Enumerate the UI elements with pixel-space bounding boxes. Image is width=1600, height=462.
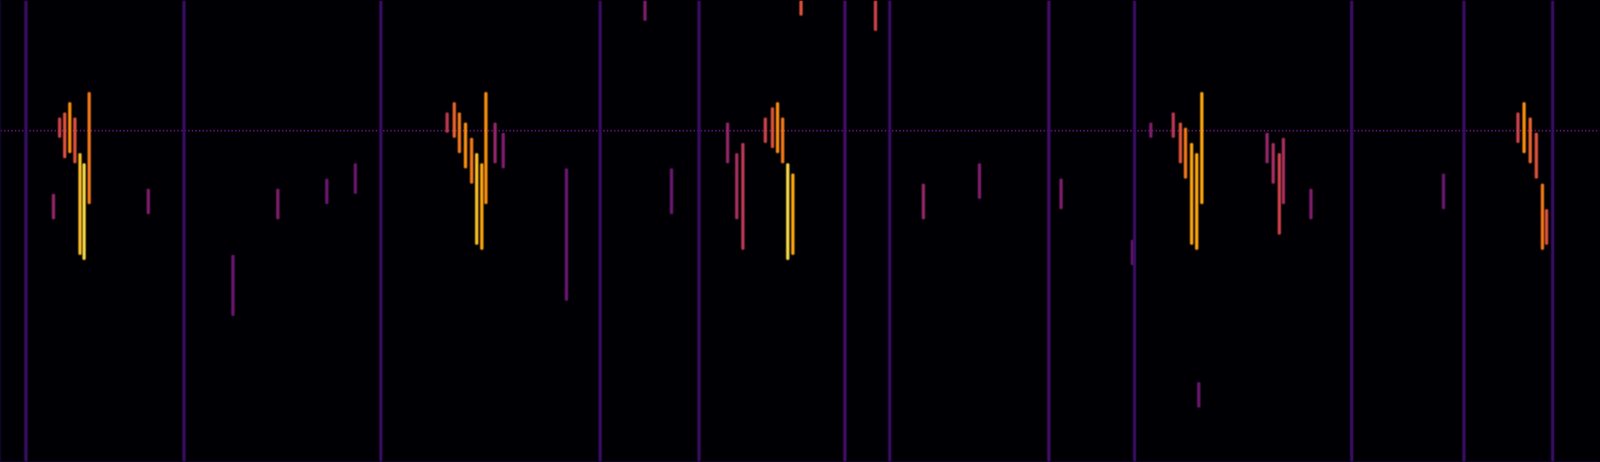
call-streak <box>1132 0 1137 462</box>
call-streak <box>63 112 67 159</box>
call-streak <box>1516 112 1520 144</box>
call-streak <box>1183 127 1188 179</box>
call-streak <box>51 194 56 220</box>
call-streak <box>598 0 602 462</box>
call-streak <box>475 153 479 246</box>
call-streak <box>182 0 186 462</box>
call-streak <box>726 122 730 164</box>
call-streak <box>68 102 72 154</box>
call-streak <box>87 92 91 204</box>
call-streak <box>770 107 774 148</box>
call-streak <box>1149 122 1153 139</box>
call-streak <box>1271 143 1275 184</box>
call-streak <box>480 163 484 250</box>
call-streak <box>776 102 780 154</box>
call-streak <box>1171 112 1175 138</box>
call-streak <box>1200 92 1204 204</box>
marks <box>0 0 1600 462</box>
call-streak <box>791 173 795 256</box>
call-streak <box>1189 143 1194 246</box>
y-axis-line <box>0 0 1 462</box>
call-streak <box>643 0 647 21</box>
call-streak <box>484 92 488 204</box>
call-streak <box>457 112 461 153</box>
call-streak <box>379 0 383 462</box>
call-streak <box>873 0 878 32</box>
call-streak <box>1544 209 1549 246</box>
call-streak <box>1462 0 1466 462</box>
call-streak <box>921 183 925 220</box>
call-streak <box>82 163 86 261</box>
call-streak <box>73 117 77 164</box>
call-streak <box>1540 183 1545 250</box>
call-streak <box>1350 0 1354 462</box>
call-streak <box>325 178 329 204</box>
call-streak <box>1277 153 1281 236</box>
call-streak <box>977 163 981 199</box>
call-streak <box>231 255 235 317</box>
y-axis <box>0 0 1 462</box>
call-streak <box>493 122 497 164</box>
call-streak <box>786 163 790 261</box>
call-streak <box>1528 117 1532 164</box>
horizontal-band <box>0 129 1600 132</box>
background <box>0 0 1600 462</box>
call-streak <box>1047 0 1051 462</box>
call-streak <box>1281 138 1286 205</box>
spectrogram <box>0 0 1600 462</box>
call-streak <box>353 163 357 195</box>
call-streak <box>452 102 456 139</box>
call-streak <box>1550 0 1554 462</box>
call-streak <box>843 0 847 462</box>
call-streak <box>146 189 150 215</box>
call-streak <box>1522 102 1526 154</box>
call-streak <box>470 138 474 185</box>
call-streak <box>1534 133 1538 180</box>
call-streak <box>799 0 803 16</box>
call-streak <box>501 133 505 169</box>
call-streak <box>1197 382 1201 408</box>
call-streak <box>670 168 674 215</box>
call-streak <box>1265 133 1269 164</box>
call-streak <box>1309 189 1313 220</box>
call-streak <box>1442 173 1446 210</box>
call-streak <box>741 143 745 250</box>
call-streak <box>564 168 569 302</box>
call-streak <box>57 117 61 139</box>
call-streak <box>887 0 892 462</box>
call-streak <box>1059 178 1063 210</box>
call-streak <box>697 0 701 462</box>
call-streak <box>24 0 28 462</box>
plot-area <box>0 0 1600 462</box>
call-streak <box>763 117 768 144</box>
call-streak <box>276 189 280 220</box>
call-streak <box>463 122 468 169</box>
call-streak <box>1195 153 1199 251</box>
call-streak <box>78 153 82 256</box>
call-streak <box>781 117 785 164</box>
call-streak <box>735 153 739 220</box>
call-streak <box>445 112 449 133</box>
call-streak <box>1178 122 1182 164</box>
